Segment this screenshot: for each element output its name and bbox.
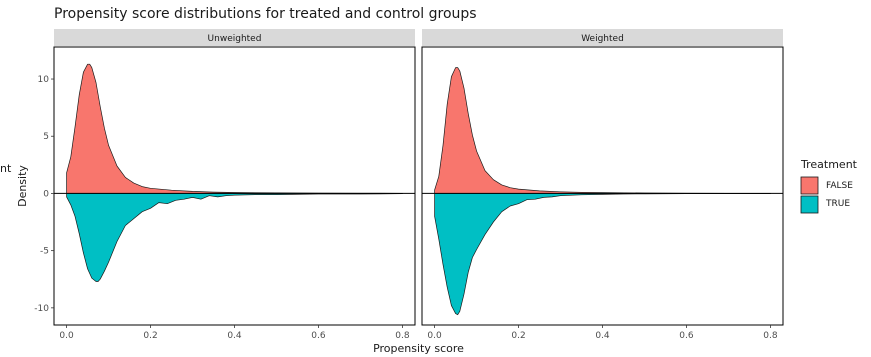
x-tick-label-1-4: 0.8 <box>763 331 778 341</box>
clipped-legend-fragment: nt <box>0 162 12 175</box>
strip-1 <box>422 29 783 46</box>
x-tick-label-1-3: 0.6 <box>679 331 694 341</box>
legend-label-false: FALSE <box>826 181 853 191</box>
legend-title: Treatment <box>801 158 857 171</box>
x-tick-label-0-1: 0.2 <box>143 331 157 341</box>
y-tick-label-0: 10 <box>38 75 50 85</box>
y-axis-label: Density <box>16 165 29 207</box>
x-tick-label-0-2: 0.4 <box>227 331 242 341</box>
strip-label-0: Unweighted <box>208 34 262 44</box>
x-axis-label: Propensity score <box>373 342 464 355</box>
chart-title: Propensity score distributions for treat… <box>54 6 477 22</box>
density-true-panel-0 <box>66 193 403 282</box>
x-tick-label-0-4: 0.8 <box>395 331 410 341</box>
x-tick-label-0-0: 0.0 <box>59 331 74 341</box>
y-tick-label-4: -10 <box>34 304 49 314</box>
y-tick-label-1: 5 <box>43 132 49 142</box>
legend-key-true <box>800 195 819 214</box>
legend-key-false <box>800 176 819 195</box>
strip-0 <box>54 29 415 46</box>
x-tick-label-1-1: 0.2 <box>511 331 525 341</box>
x-tick-label-0-3: 0.6 <box>311 331 326 341</box>
x-tick-label-1-0: 0.0 <box>427 331 442 341</box>
x-tick-label-1-2: 0.4 <box>595 331 610 341</box>
y-tick-label-3: -5 <box>40 247 49 257</box>
y-tick-label-2: 0 <box>43 189 49 199</box>
legend-label-true: TRUE <box>826 199 851 209</box>
strip-label-1: Weighted <box>581 34 624 44</box>
